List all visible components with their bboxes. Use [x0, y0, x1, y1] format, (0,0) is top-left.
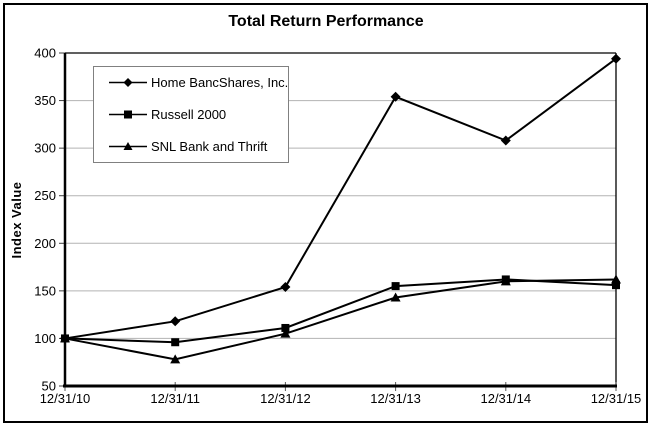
chart-title: Total Return Performance [228, 13, 424, 30]
legend-label-home-bancshares: Home BancShares, Inc. [151, 75, 289, 91]
triangle-marker-snl-bank-and-thrift-3 [390, 292, 401, 302]
series-line-russell-2000 [64, 278, 617, 344]
x-tick-label-12-31-15: 12/31/15 [591, 391, 642, 406]
triangle-marker-snl-bank-and-thrift-1 [170, 354, 181, 364]
triangle-glyph [123, 141, 133, 150]
triangle-marker-snl-bank-and-thrift-4 [500, 276, 511, 286]
y-tick-label-200: 200 [34, 236, 56, 251]
triangle-marker-snl-bank-and-thrift-0 [60, 333, 70, 343]
square-glyph [124, 110, 132, 119]
y-tick-label-350: 350 [34, 93, 56, 108]
y-tick-label-300: 300 [34, 141, 56, 156]
diamond-marker-home-bancshares-inc-1 [170, 316, 181, 327]
square-marker-russell-2000-2 [281, 323, 290, 332]
series-line-snl-bank-and-thrift [64, 278, 617, 361]
triangle-marker-icon [109, 141, 147, 150]
diamond-marker-icon [109, 78, 147, 88]
legend-item-snl-bank-and-thrift: SNL Bank and Thrift [94, 139, 288, 154]
series-line-home-bancshares-inc [64, 57, 617, 340]
square-marker-russell-2000-1 [171, 338, 180, 347]
legend-item-home-bancshares: Home BancShares, Inc. [94, 75, 288, 90]
triangle-marker-snl-bank-and-thrift-5 [611, 274, 621, 284]
legend-label-snl-bank-and-thrift: SNL Bank and Thrift [151, 138, 268, 154]
triangle-marker-snl-bank-and-thrift-2 [280, 328, 291, 338]
y-tick-label-400: 400 [34, 46, 56, 61]
x-tick-label-12-31-10: 12/31/10 [40, 391, 91, 406]
diamond-marker-home-bancshares-inc-5 [611, 53, 621, 64]
x-tick-label-12-31-14: 12/31/14 [480, 391, 531, 406]
y-tick-label-150: 150 [34, 283, 56, 298]
diamond-glyph [123, 78, 133, 88]
y-axis-title: Index Value [9, 181, 24, 259]
x-tick-label-12-31-11: 12/31/11 [150, 391, 200, 406]
legend-label-russell-2000: Russell 2000 [151, 106, 227, 122]
x-tick-label-12-31-12: 12/31/12 [260, 391, 311, 406]
diamond-marker-home-bancshares-inc-3 [390, 91, 401, 102]
legend-item-russell-2000: Russell 2000 [94, 107, 288, 122]
x-tick-label-12-31-13: 12/31/13 [370, 391, 421, 406]
legend: Home BancShares, Inc. Russell 2000 SNL B… [93, 66, 289, 163]
square-marker-icon [109, 110, 147, 119]
square-marker-russell-2000-3 [391, 282, 400, 291]
diamond-marker-home-bancshares-inc-2 [280, 282, 291, 293]
diamond-marker-home-bancshares-inc-4 [500, 135, 511, 146]
y-tick-label-50: 50 [42, 379, 56, 394]
y-tick-label-250: 250 [34, 188, 56, 203]
y-tick-label-100: 100 [34, 331, 56, 346]
